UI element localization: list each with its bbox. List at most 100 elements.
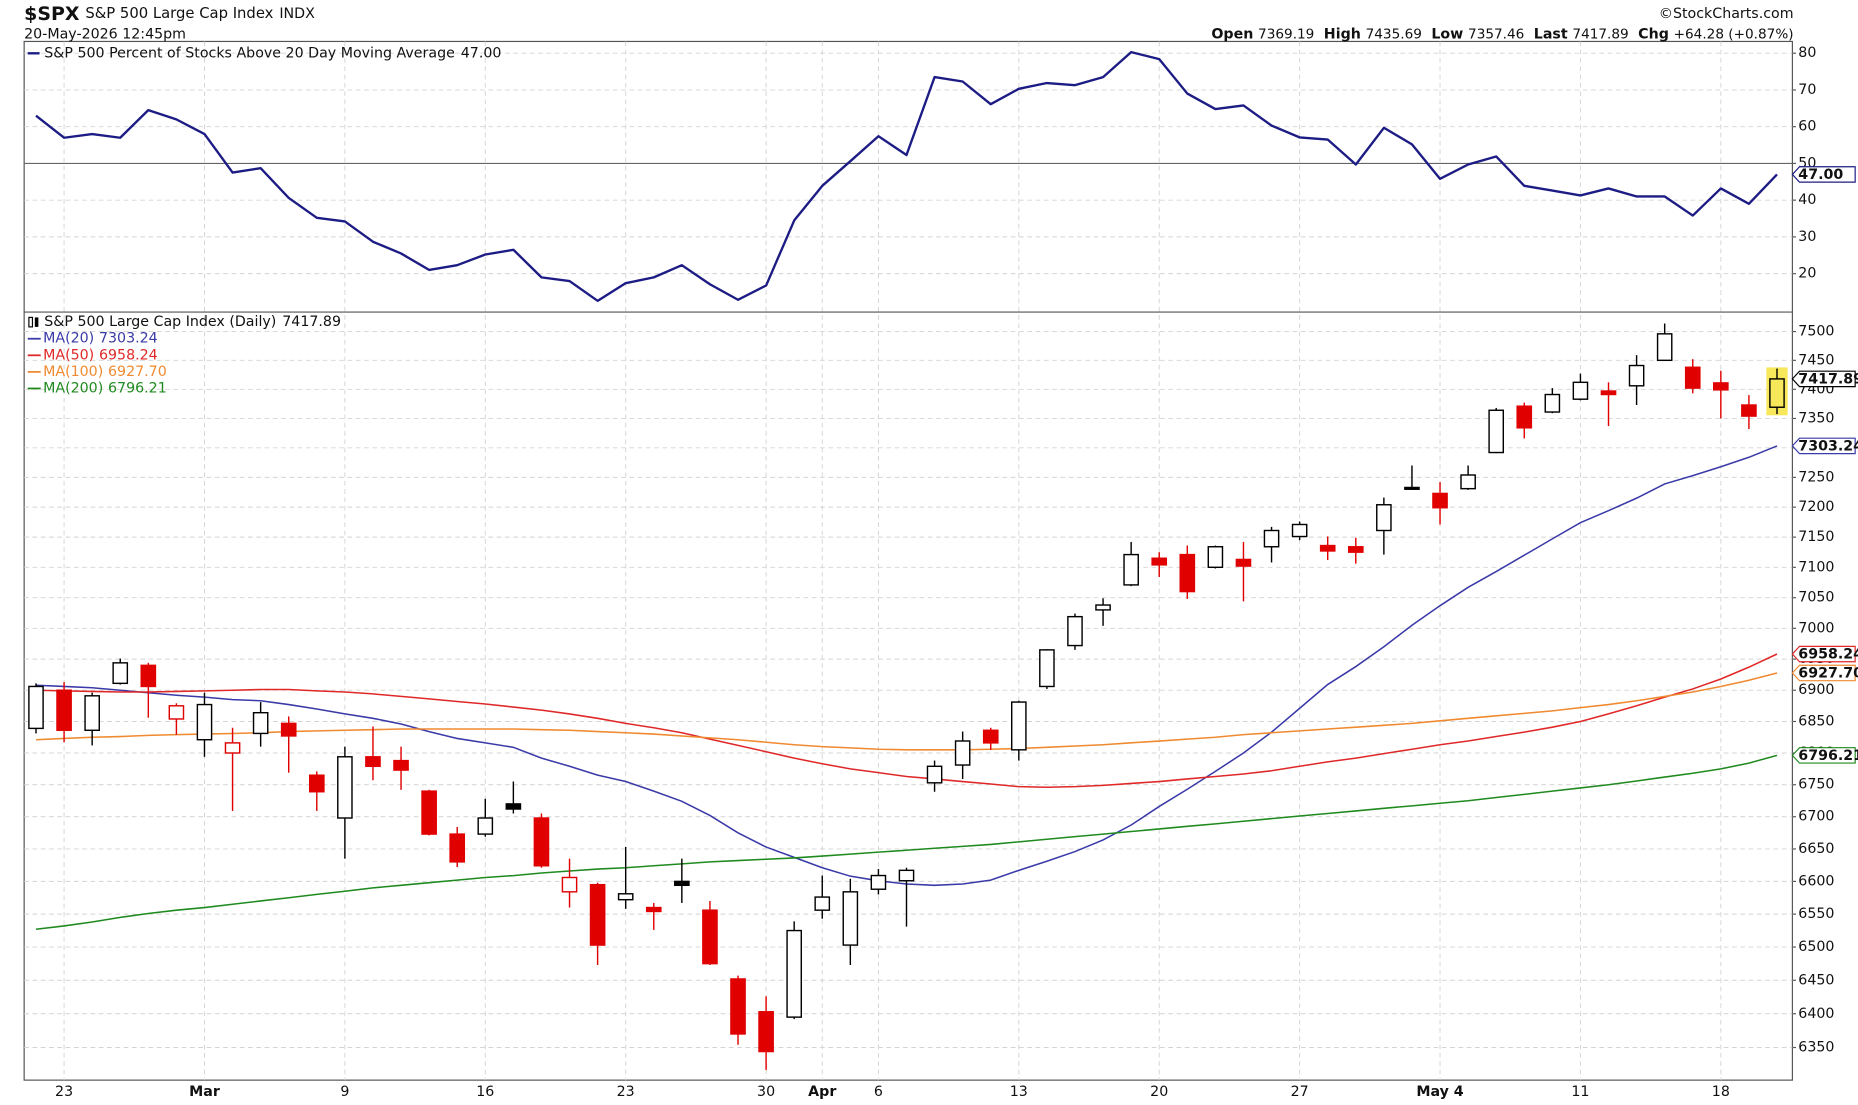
candle-body <box>308 774 325 793</box>
ma-value-tag-box <box>1791 664 1856 682</box>
moving-average-line <box>35 672 1778 751</box>
legend-value: 47.00 <box>461 45 502 61</box>
ma-value-tag-box <box>1791 437 1856 455</box>
candle-body <box>196 703 213 741</box>
candle-body <box>1263 529 1280 548</box>
x-tick-label: 23 <box>617 1084 635 1100</box>
index-name: S&P 500 Large Cap Index <box>85 5 273 22</box>
candle-body <box>1572 381 1589 400</box>
legend-entry: MA(200) 6796.21 <box>43 380 167 396</box>
ma-value-tag-box <box>1791 747 1856 764</box>
y-tick-label: 30 <box>1798 229 1816 245</box>
x-tick-label: 11 <box>1571 1084 1589 1100</box>
y-tick-label: 6450 <box>1798 972 1834 988</box>
ma-value-tag: 7303.24 <box>1798 438 1858 454</box>
x-tick-label: 13 <box>1010 1084 1028 1100</box>
candle-body <box>1488 409 1505 454</box>
candle-body <box>561 876 578 893</box>
legend-name: MA(200) <box>43 380 103 396</box>
candle-body <box>954 740 971 766</box>
candle-body <box>112 662 129 685</box>
ma-value-tag-box <box>1791 645 1856 663</box>
candle-body <box>337 756 353 819</box>
legend-value: 6796.21 <box>108 380 167 396</box>
x-tick-label: 16 <box>476 1084 494 1100</box>
y-tick-label: 70 <box>1798 82 1816 98</box>
candle-body <box>730 978 746 1035</box>
candle-body <box>1600 390 1617 396</box>
candle-body <box>842 891 859 946</box>
y-tick-label: 7150 <box>1798 529 1834 545</box>
quote-label: High <box>1324 26 1361 42</box>
x-tick-label: Apr <box>808 1084 836 1100</box>
legend-entry: MA(50) 6958.24 <box>43 347 158 363</box>
candle-body <box>1713 382 1729 391</box>
last-value-tag-box <box>1791 166 1856 183</box>
x-tick-label: May 4 <box>1416 1084 1463 1100</box>
candle-body <box>702 909 718 965</box>
x-tick-label: 30 <box>757 1084 775 1100</box>
timestamp: 20-May-2026 12:45pm <box>24 26 186 42</box>
candle-body <box>365 756 381 768</box>
legend-value: 6927.70 <box>108 364 167 380</box>
y-tick-label: 6400 <box>1798 1006 1834 1022</box>
y-tick-label: 6350 <box>1798 1039 1834 1055</box>
candle-body <box>1432 492 1448 509</box>
candle-body <box>1376 504 1392 532</box>
candle-body <box>1769 378 1785 408</box>
candle-body <box>758 1011 774 1053</box>
moving-average-line <box>35 653 1778 789</box>
candle-body <box>477 817 494 835</box>
y-tick-label: 6650 <box>1798 841 1834 857</box>
candle-body <box>1207 546 1224 569</box>
ma-value-tag: 6927.70 <box>1798 666 1858 682</box>
candle-body <box>1684 366 1701 389</box>
legend-icon <box>34 317 39 327</box>
candle-body <box>449 833 466 863</box>
y-tick-label: 6900 <box>1798 682 1834 698</box>
candle-body <box>393 759 409 771</box>
y-tick-label: 60 <box>1798 119 1816 135</box>
exchange: INDX <box>279 6 315 22</box>
quote-label: Open <box>1211 26 1253 42</box>
legend-name: MA(20) <box>43 331 94 347</box>
y-tick-label: 7200 <box>1798 499 1834 515</box>
candle-body <box>1067 615 1083 647</box>
y-tick-label: 6550 <box>1798 906 1834 922</box>
y-tick-label: 7250 <box>1798 469 1834 485</box>
brand: ©StockCharts.com <box>1659 6 1794 22</box>
legend-value: 7303.24 <box>99 331 158 347</box>
candle-body <box>252 711 269 735</box>
y-tick-label: 6750 <box>1798 777 1834 793</box>
candle-body <box>1319 544 1336 552</box>
candle-body <box>1628 364 1645 387</box>
candle-body <box>1741 404 1757 417</box>
ma-value-tag: 6796.21 <box>1798 748 1858 764</box>
candle-body <box>898 869 915 882</box>
legend-icon <box>28 316 34 328</box>
quote-value: 7357.46 <box>1468 26 1524 42</box>
y-tick-label: 6850 <box>1798 713 1834 729</box>
moving-average-line <box>35 754 1778 931</box>
legend-entry: MA(100) 6927.70 <box>43 364 167 380</box>
candle-body <box>1095 604 1111 611</box>
candle-body <box>168 705 185 720</box>
quote-label: Chg <box>1638 26 1669 42</box>
candle-body <box>1151 557 1168 566</box>
candle-body <box>589 883 606 946</box>
candle-body <box>645 906 662 913</box>
y-tick-label: 6600 <box>1798 873 1834 889</box>
y-tick-label: 7450 <box>1798 352 1834 368</box>
legend-value: 6958.24 <box>99 347 158 363</box>
x-tick-label: 18 <box>1712 1084 1730 1100</box>
candle-body <box>1291 523 1308 538</box>
candle-body <box>982 729 999 744</box>
candle-body <box>505 803 522 810</box>
data-line <box>35 50 1778 303</box>
header-title: $SPX S&P 500 Large Cap Index INDX <box>24 3 315 25</box>
legend-name: MA(100) <box>43 364 103 380</box>
candle-body <box>1460 474 1476 490</box>
symbol: $SPX <box>24 3 80 25</box>
